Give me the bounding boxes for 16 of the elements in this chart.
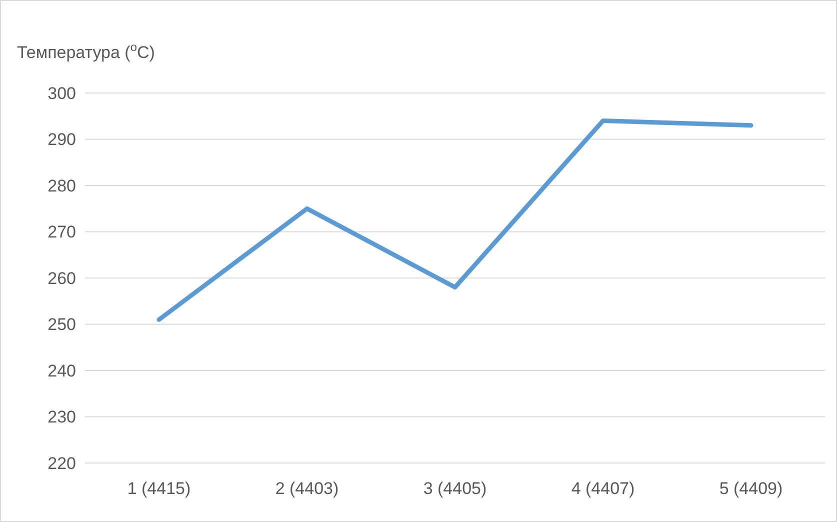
x-tick-label: 1 (4415) — [127, 479, 191, 498]
y-tick-label: 280 — [48, 176, 76, 196]
y-axis-title: Температура ($^{o}$C) — [17, 40, 155, 62]
x-tick-label: 3 (4405) — [423, 479, 487, 498]
y-tick-label: 250 — [48, 315, 76, 334]
x-tick-label: 5 (4409) — [719, 479, 783, 498]
line-series — [156, 118, 754, 322]
y-tick-label: 290 — [48, 130, 76, 150]
y-tick-label: 230 — [48, 408, 76, 427]
x-tick-label: 2 (4403) — [275, 479, 339, 498]
y-tick-label: 260 — [48, 268, 76, 288]
x-tick-label: 4 (4407) — [571, 479, 635, 498]
y-tick-label: 220 — [48, 454, 76, 473]
y-tick-label: 240 — [48, 361, 76, 380]
y-tick-label: 270 — [48, 222, 76, 242]
y-tick-label: 300 — [48, 84, 76, 103]
